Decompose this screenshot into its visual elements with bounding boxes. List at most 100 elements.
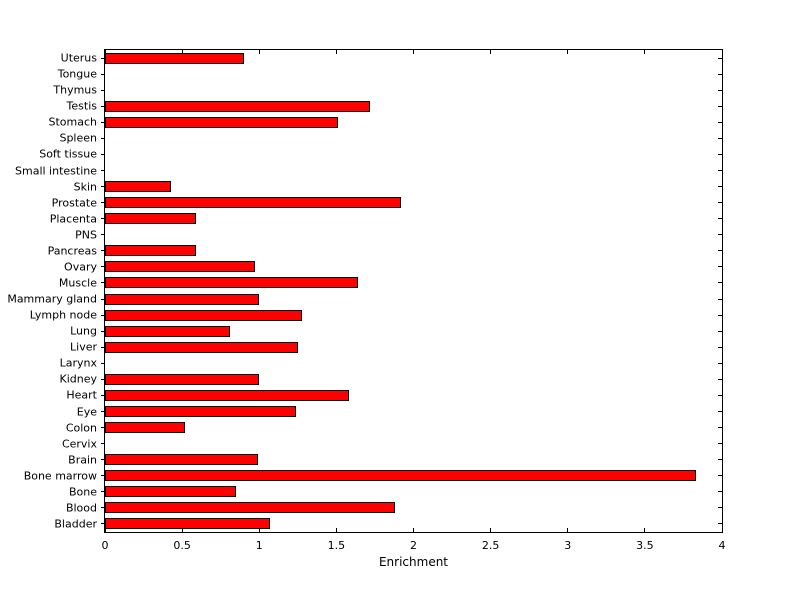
x-tick-mark-bottom	[413, 528, 414, 532]
y-tick-mark-right	[718, 427, 722, 429]
y-tick-mark-left	[101, 362, 105, 364]
x-tick-label: 3.5	[636, 539, 654, 552]
y-tick-mark-left	[101, 170, 105, 171]
x-tick-label: 1	[255, 539, 263, 552]
y-tick-mark-left	[101, 523, 105, 525]
bar	[105, 294, 259, 305]
y-tick-mark-right	[718, 89, 722, 91]
y-tick-mark-right	[718, 298, 722, 300]
y-tick-mark-left	[101, 73, 105, 75]
y-tick-mark-right	[718, 121, 722, 123]
y-tick-label: Brain	[68, 453, 97, 467]
y-tick-mark-left	[101, 346, 105, 348]
y-tick-mark-right	[718, 411, 722, 412]
y-tick-mark-left	[101, 57, 105, 59]
y-tick-mark-left	[101, 475, 105, 477]
y-tick-mark-left	[101, 186, 105, 188]
x-tick-label: 3	[564, 539, 572, 552]
bar	[105, 197, 401, 208]
y-tick-mark-left	[101, 282, 105, 284]
bar	[105, 486, 236, 497]
y-tick-label: Bone marrow	[23, 469, 97, 483]
y-tick-mark-left	[101, 105, 105, 107]
bar	[105, 374, 259, 385]
y-tick-label: Colon	[65, 421, 97, 435]
y-tick-label: Tongue	[57, 67, 97, 81]
bar	[105, 117, 338, 128]
bar	[105, 326, 230, 337]
y-tick-label: Kidney	[59, 372, 97, 386]
y-tick-mark-left	[101, 266, 105, 268]
y-tick-mark-right	[718, 202, 722, 204]
y-tick-label: PNS	[75, 228, 97, 242]
y-tick-mark-left	[101, 121, 105, 123]
y-tick-mark-right	[718, 491, 722, 493]
x-tick-mark-top	[258, 50, 260, 54]
y-tick-label: Bone	[68, 485, 97, 499]
y-tick-mark-right	[718, 105, 722, 107]
y-tick-label: Placenta	[49, 212, 97, 226]
x-tick-label: 0	[101, 539, 109, 552]
y-tick-label: Bladder	[54, 517, 97, 531]
y-tick-label: Uterus	[60, 51, 97, 65]
y-tick-mark-right	[718, 234, 722, 236]
x-tick-mark-top	[644, 50, 646, 54]
plot-area: Uterus Tongue Thymus Testis Stomach Spleen Sof…	[7, 49, 726, 551]
y-tick-label: Heart	[66, 388, 97, 402]
bar	[105, 53, 244, 64]
x-tick-mark-bottom	[644, 528, 646, 532]
y-tick-mark-left	[101, 250, 105, 252]
y-tick-mark-left	[101, 137, 105, 139]
bar	[105, 518, 270, 529]
bar	[105, 213, 196, 224]
bar	[105, 390, 349, 401]
y-tick-mark-left	[101, 153, 105, 155]
x-tick-mark-bottom	[258, 528, 260, 532]
bar	[105, 342, 298, 353]
y-tick-mark-right	[718, 443, 722, 445]
x-tick-mark-top	[567, 50, 569, 54]
y-tick-label: Skin	[73, 180, 97, 194]
y-tick-mark-left	[101, 459, 105, 461]
y-tick-label: Small intestine	[15, 164, 97, 177]
y-tick-label: Stomach	[48, 115, 97, 129]
y-tick-mark-right	[718, 394, 722, 396]
x-axis-label: Enrichment	[378, 555, 449, 569]
bar	[105, 454, 258, 465]
y-tick-mark-left	[101, 507, 105, 509]
y-tick-label: Larynx	[59, 356, 97, 370]
y-tick-mark-right	[718, 170, 722, 171]
y-tick-mark-right	[718, 57, 722, 59]
x-tick-mark-top	[413, 50, 414, 54]
y-tick-mark-right	[718, 218, 722, 220]
x-tick-mark-top	[181, 50, 183, 54]
y-tick-mark-right	[718, 282, 722, 284]
y-tick-label: Eye	[76, 405, 97, 418]
y-tick-mark-right	[718, 314, 722, 316]
y-tick-label: Lung	[70, 324, 97, 338]
y-tick-mark-left	[101, 427, 105, 429]
x-tick-mark-bottom	[721, 528, 723, 532]
bar	[105, 502, 395, 513]
y-tick-label: Spleen	[59, 131, 97, 145]
bar	[105, 181, 171, 192]
y-tick-mark-left	[101, 298, 105, 300]
y-tick-label: Soft tissue	[39, 147, 97, 161]
y-tick-label: Ovary	[64, 260, 97, 274]
x-tick-label: 1.5	[327, 539, 346, 552]
y-tick-mark-left	[101, 234, 105, 236]
bar	[105, 245, 196, 256]
y-tick-label: Pancreas	[47, 244, 97, 258]
y-tick-label: Lymph node	[29, 308, 97, 322]
y-tick-mark-right	[718, 507, 722, 509]
x-tick-mark-bottom	[104, 528, 106, 532]
y-tick-label: Liver	[70, 340, 97, 354]
y-tick-mark-left	[101, 443, 105, 445]
y-tick-label: Blood	[65, 501, 97, 515]
x-tick-mark-top	[721, 50, 723, 54]
bar	[105, 261, 255, 272]
y-tick-mark-right	[718, 346, 722, 348]
x-tick-mark-bottom	[490, 528, 492, 532]
y-tick-mark-right	[718, 523, 722, 525]
